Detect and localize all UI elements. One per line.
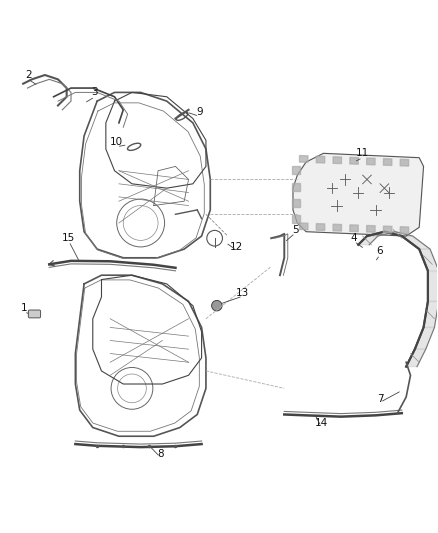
Polygon shape	[400, 227, 409, 233]
Text: 3: 3	[92, 87, 98, 98]
Polygon shape	[292, 199, 300, 207]
Polygon shape	[424, 301, 438, 327]
FancyBboxPatch shape	[28, 310, 41, 318]
Circle shape	[212, 301, 222, 311]
Text: 4: 4	[350, 233, 357, 243]
Polygon shape	[300, 223, 308, 230]
Polygon shape	[292, 183, 300, 191]
Polygon shape	[293, 154, 424, 236]
Polygon shape	[419, 249, 438, 271]
Polygon shape	[383, 159, 392, 165]
Polygon shape	[292, 215, 300, 223]
Text: 12: 12	[230, 242, 243, 252]
Polygon shape	[367, 158, 375, 165]
Polygon shape	[367, 225, 375, 232]
Text: 8: 8	[157, 449, 163, 458]
Text: 11: 11	[356, 148, 369, 158]
Polygon shape	[415, 327, 434, 349]
Text: 13: 13	[237, 288, 250, 297]
Polygon shape	[300, 156, 308, 163]
Polygon shape	[406, 349, 426, 367]
Text: 2: 2	[25, 70, 32, 80]
Polygon shape	[316, 224, 325, 230]
Polygon shape	[428, 271, 438, 301]
Text: 14: 14	[314, 418, 328, 428]
Polygon shape	[350, 157, 358, 164]
Polygon shape	[400, 159, 409, 166]
Polygon shape	[367, 232, 395, 236]
Text: 5: 5	[292, 224, 298, 235]
Text: 6: 6	[377, 246, 383, 256]
Polygon shape	[333, 224, 342, 231]
Text: 7: 7	[377, 394, 383, 404]
Polygon shape	[292, 166, 300, 174]
Polygon shape	[402, 236, 430, 249]
Polygon shape	[358, 236, 378, 245]
Polygon shape	[316, 156, 325, 163]
Text: 9: 9	[196, 107, 203, 117]
Text: 15: 15	[62, 233, 75, 243]
Polygon shape	[350, 225, 358, 232]
Text: 10: 10	[110, 138, 123, 148]
Text: 1: 1	[21, 303, 27, 313]
Polygon shape	[385, 232, 413, 236]
Polygon shape	[383, 226, 392, 233]
Polygon shape	[333, 157, 342, 164]
